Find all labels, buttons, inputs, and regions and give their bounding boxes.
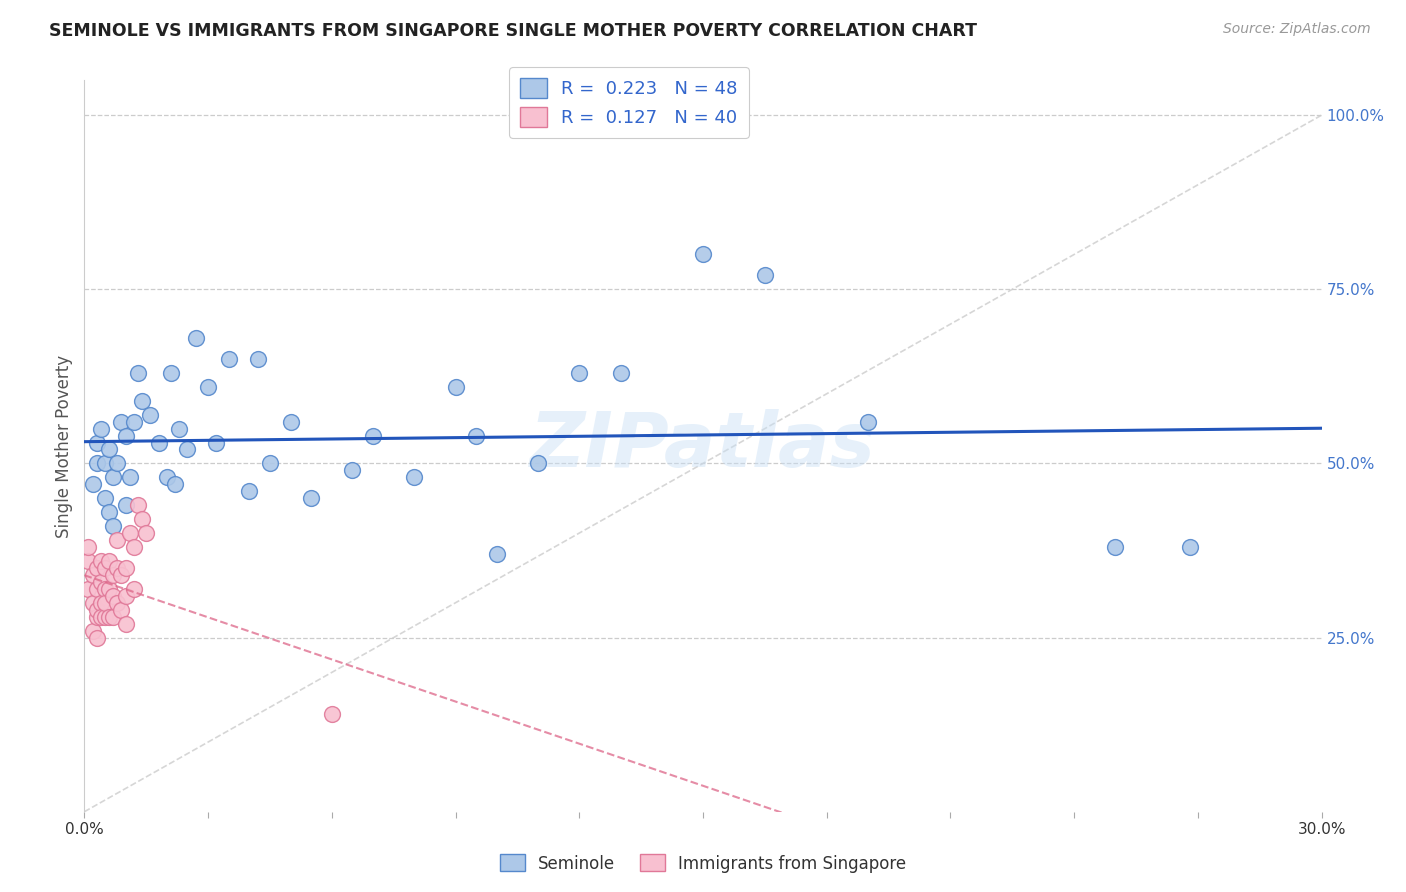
Point	[131, 393, 153, 408]
Point	[77, 540, 100, 554]
Point	[86, 609, 108, 624]
Point	[118, 526, 141, 541]
Point	[1178, 540, 1201, 554]
Point	[856, 415, 879, 429]
Point	[321, 707, 343, 722]
Point	[82, 477, 104, 491]
Point	[90, 421, 112, 435]
Point	[165, 477, 187, 491]
Point	[105, 561, 128, 575]
Point	[86, 435, 108, 450]
Point	[280, 415, 302, 429]
Point	[114, 616, 136, 631]
Point	[692, 247, 714, 261]
Point	[103, 567, 125, 582]
Point	[1104, 540, 1126, 554]
Point	[98, 582, 121, 596]
Point	[122, 582, 145, 596]
Point	[485, 547, 508, 561]
Point	[94, 491, 117, 506]
Point	[527, 457, 550, 471]
Point	[259, 457, 281, 471]
Legend: R =  0.223   N = 48, R =  0.127   N = 40: R = 0.223 N = 48, R = 0.127 N = 40	[509, 68, 748, 138]
Point	[86, 603, 108, 617]
Point	[197, 380, 219, 394]
Point	[94, 609, 117, 624]
Point	[465, 428, 488, 442]
Point	[90, 574, 112, 589]
Point	[184, 331, 207, 345]
Point	[77, 582, 100, 596]
Point	[114, 428, 136, 442]
Point	[86, 582, 108, 596]
Text: SEMINOLE VS IMMIGRANTS FROM SINGAPORE SINGLE MOTHER POVERTY CORRELATION CHART: SEMINOLE VS IMMIGRANTS FROM SINGAPORE SI…	[49, 22, 977, 40]
Point	[148, 435, 170, 450]
Point	[110, 567, 132, 582]
Point	[90, 554, 112, 568]
Point	[114, 589, 136, 603]
Point	[103, 519, 125, 533]
Point	[122, 415, 145, 429]
Point	[98, 609, 121, 624]
Point	[127, 366, 149, 380]
Point	[94, 582, 117, 596]
Point	[94, 457, 117, 471]
Text: Source: ZipAtlas.com: Source: ZipAtlas.com	[1223, 22, 1371, 37]
Point	[103, 470, 125, 484]
Point	[568, 366, 591, 380]
Point	[160, 366, 183, 380]
Point	[105, 533, 128, 547]
Point	[103, 609, 125, 624]
Point	[86, 631, 108, 645]
Point	[135, 526, 157, 541]
Point	[86, 561, 108, 575]
Point	[114, 498, 136, 512]
Point	[218, 351, 240, 366]
Point	[205, 435, 228, 450]
Legend: Seminole, Immigrants from Singapore: Seminole, Immigrants from Singapore	[494, 847, 912, 880]
Point	[114, 561, 136, 575]
Point	[299, 491, 322, 506]
Point	[246, 351, 269, 366]
Point	[94, 561, 117, 575]
Point	[90, 609, 112, 624]
Point	[110, 603, 132, 617]
Point	[404, 470, 426, 484]
Y-axis label: Single Mother Poverty: Single Mother Poverty	[55, 354, 73, 538]
Point	[86, 457, 108, 471]
Point	[98, 442, 121, 457]
Point	[118, 470, 141, 484]
Point	[754, 268, 776, 283]
Point	[342, 463, 364, 477]
Point	[82, 567, 104, 582]
Point	[122, 540, 145, 554]
Point	[105, 596, 128, 610]
Point	[82, 624, 104, 638]
Point	[238, 484, 260, 499]
Point	[103, 589, 125, 603]
Point	[131, 512, 153, 526]
Point	[90, 596, 112, 610]
Point	[361, 428, 384, 442]
Text: ZIPatlas: ZIPatlas	[530, 409, 876, 483]
Point	[167, 421, 190, 435]
Point	[609, 366, 631, 380]
Point	[444, 380, 467, 394]
Point	[156, 470, 179, 484]
Point	[127, 498, 149, 512]
Point	[82, 596, 104, 610]
Point	[77, 554, 100, 568]
Point	[94, 596, 117, 610]
Point	[176, 442, 198, 457]
Point	[110, 415, 132, 429]
Point	[98, 505, 121, 519]
Point	[105, 457, 128, 471]
Point	[98, 554, 121, 568]
Point	[139, 408, 162, 422]
